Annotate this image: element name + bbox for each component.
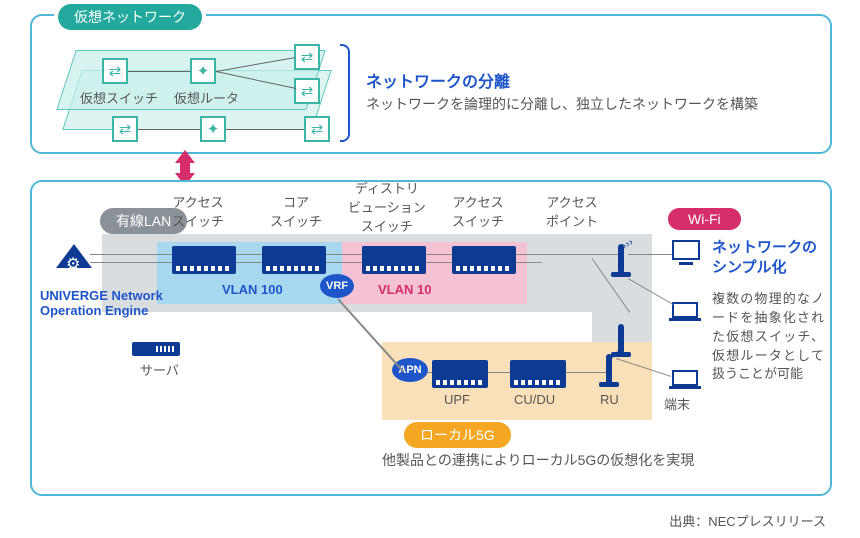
physical-network-panel: 有線LAN Wi-Fi ローカル5G アクセス スイッチ コア スイッチ ディス… [30, 180, 832, 496]
virtual-network-badge: 仮想ネットワーク [54, 4, 206, 30]
core-switch [262, 246, 326, 274]
separation-title: ネットワークの分離 [366, 68, 510, 92]
col-core-sw: コア スイッチ [270, 192, 322, 230]
col-access-sw2: アクセス スイッチ [452, 192, 504, 230]
vrouter-label: 仮想ルータ [174, 88, 239, 107]
vlan10-label: VLAN 10 [378, 282, 431, 297]
col-access-sw: アクセス スイッチ [172, 192, 224, 230]
virtual-network-panel: 仮想ネットワーク ⇄ ✦ ⇄ ⇄ ⇄ ✦ ⇄ 仮想スイッチ 仮想ルータ ネットワ… [30, 14, 832, 154]
vrf-node: VRF [320, 274, 354, 298]
node-icon-2: ⇄ [294, 78, 320, 104]
laptop-icon-2 [672, 370, 701, 389]
server-label: サーバ [140, 360, 179, 379]
image-credit: 出典：NECプレスリリース [669, 511, 826, 530]
wifi-badge: Wi-Fi [668, 208, 741, 230]
vswitch-icon-2: ⇄ [112, 116, 138, 142]
simple-desc: 複数の物理的なノードを抽象化された仮想スイッチ、仮想ルータとして扱うことが可能 [712, 290, 824, 384]
upf-switch [432, 360, 488, 388]
conn [226, 129, 304, 130]
col-ap: アクセス ポイント [546, 192, 598, 230]
engine-icon: ⚙ [56, 244, 92, 276]
apn-node: APN [392, 358, 428, 382]
pc-link [628, 254, 672, 255]
vswitch-icon-1: ⇄ [102, 58, 128, 84]
node-icon-3: ⇄ [304, 116, 330, 142]
server-icon [132, 342, 180, 356]
access-switch-1 [172, 246, 236, 274]
dist-switch [362, 246, 426, 274]
upf-label: UPF [444, 392, 470, 407]
terminal-label: 端末 [664, 394, 690, 413]
access-switch-2 [452, 246, 516, 274]
separation-desc: ネットワークを論理的に分離し、独立したネットワークを構築 [366, 94, 758, 114]
ru-label: RU [600, 392, 619, 407]
brace-icon [340, 44, 350, 142]
local5g-note: 他製品との連携によりローカル5Gの仮想化を実現 [382, 450, 694, 470]
badge-label: 仮想ネットワーク [58, 4, 202, 30]
vlan100-label: VLAN 100 [222, 282, 283, 297]
laptop-icon-1 [672, 302, 701, 321]
cudu-switch [510, 360, 566, 388]
conn [138, 129, 200, 130]
simple-title: ネットワークの シンプル化 [712, 238, 817, 277]
vswitch-label: 仮想スイッチ [80, 88, 158, 107]
trunk-top [90, 254, 620, 255]
col-dist-sw: ディストリ ビューション スイッチ [348, 178, 426, 235]
conn [128, 71, 190, 72]
desktop-icon [672, 240, 700, 265]
engine-label: UNIVERGE Network Operation Engine [40, 288, 163, 318]
vrouter-icon-1: ✦ [190, 58, 216, 84]
local5g-badge: ローカル5G [404, 422, 511, 448]
node-icon-1: ⇄ [294, 44, 320, 70]
vrouter-icon-2: ✦ [200, 116, 226, 142]
cudu-label: CU/DU [514, 392, 555, 407]
